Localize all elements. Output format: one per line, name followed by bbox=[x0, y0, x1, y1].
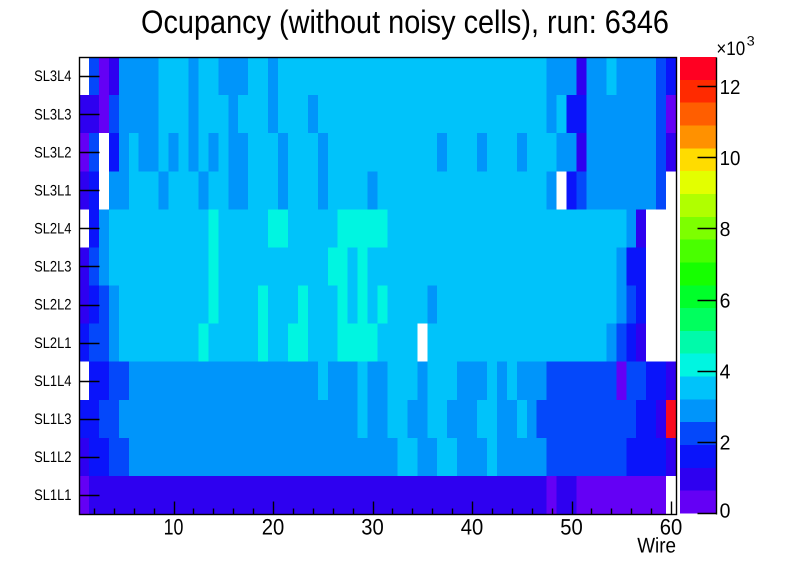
svg-text:60: 60 bbox=[660, 515, 683, 540]
svg-text:SL1L4: SL1L4 bbox=[34, 373, 71, 390]
svg-text:30: 30 bbox=[361, 515, 384, 540]
svg-text:×10: ×10 bbox=[716, 38, 745, 60]
svg-text:SL3L4: SL3L4 bbox=[34, 68, 71, 85]
svg-text:2: 2 bbox=[720, 433, 731, 455]
svg-text:SL1L1: SL1L1 bbox=[34, 487, 71, 504]
svg-text:20: 20 bbox=[262, 515, 285, 540]
svg-text:10: 10 bbox=[164, 515, 184, 540]
svg-text:6: 6 bbox=[720, 290, 731, 312]
svg-text:SL1L2: SL1L2 bbox=[34, 449, 71, 466]
svg-text:SL1L3: SL1L3 bbox=[34, 411, 71, 428]
svg-text:Wire: Wire bbox=[637, 534, 676, 558]
svg-text:SL3L2: SL3L2 bbox=[34, 144, 71, 161]
svg-text:8: 8 bbox=[720, 219, 731, 241]
svg-text:SL3L1: SL3L1 bbox=[34, 182, 71, 199]
svg-text:4: 4 bbox=[720, 362, 731, 384]
svg-text:SL2L2: SL2L2 bbox=[34, 297, 71, 314]
svg-text:10: 10 bbox=[720, 148, 741, 170]
svg-text:50: 50 bbox=[560, 515, 583, 540]
svg-text:SL2L1: SL2L1 bbox=[34, 335, 71, 352]
svg-text:3: 3 bbox=[747, 34, 755, 49]
svg-text:0: 0 bbox=[720, 501, 731, 523]
svg-text:SL3L3: SL3L3 bbox=[34, 106, 71, 123]
svg-text:SL2L3: SL2L3 bbox=[34, 259, 71, 276]
svg-text:40: 40 bbox=[461, 515, 484, 540]
svg-text:SL2L4: SL2L4 bbox=[34, 221, 71, 238]
svg-text:Ocupancy (without noisy cells): Ocupancy (without noisy cells), run: 634… bbox=[141, 4, 669, 40]
svg-text:12: 12 bbox=[720, 77, 741, 99]
